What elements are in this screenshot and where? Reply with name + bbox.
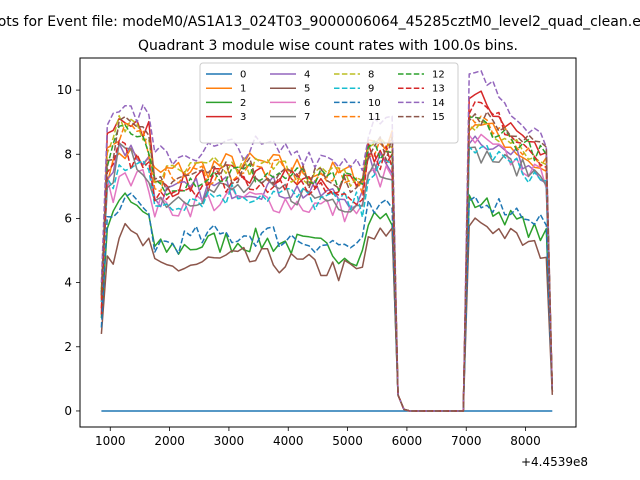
series-line-1 (100, 122, 554, 412)
x-tick-label: 1000 (95, 434, 126, 448)
legend-label: 1 (240, 84, 246, 95)
legend-label: 10 (368, 98, 381, 109)
legend-label: 8 (368, 70, 374, 81)
y-axis: 0 2 4 6 8 10 (57, 83, 80, 418)
legend-box (199, 62, 459, 144)
y-tick-label: 10 (57, 83, 72, 97)
legend-label: 11 (368, 112, 381, 123)
series-line-14 (100, 70, 554, 412)
x-tick-label: 4000 (273, 434, 304, 448)
legend-label: 2 (240, 98, 246, 109)
legend-label: 0 (240, 70, 246, 81)
x-tick-label: 8000 (510, 434, 541, 448)
y-tick-label: 0 (64, 404, 72, 418)
x-axis: 1000 2000 3000 4000 5000 6000 7000 8000 (95, 427, 541, 448)
legend-label: 9 (368, 84, 374, 95)
legend-label: 3 (240, 112, 246, 123)
series-line-10 (100, 192, 554, 412)
legend-label: 12 (432, 70, 445, 81)
y-tick-label: 2 (64, 340, 72, 354)
y-tick-label: 4 (64, 276, 72, 290)
plot-frame (79, 57, 577, 428)
legend-label: 5 (304, 84, 310, 95)
legend-label: 6 (304, 98, 310, 109)
series-line-5 (100, 217, 554, 412)
x-offset-label: +4.4539e8 (521, 455, 588, 469)
series-line-3 (100, 90, 554, 412)
series-line-7 (100, 142, 554, 412)
legend-label: 7 (304, 112, 310, 123)
legend-label: 14 (432, 98, 445, 109)
x-tick-label: 5000 (332, 434, 363, 448)
chart-title: Quadrant 3 module wise count rates with … (138, 38, 518, 54)
series-line-9 (100, 144, 554, 412)
series-lines (100, 70, 554, 412)
y-tick-label: 6 (64, 211, 72, 225)
x-tick-label: 7000 (451, 434, 482, 448)
series-line-15 (100, 110, 554, 412)
x-tick-label: 6000 (392, 434, 423, 448)
chart-suptitle: Plots for Event file: modeM0/AS1A13_024T… (0, 14, 640, 30)
x-tick-label: 3000 (214, 434, 245, 448)
y-tick-label: 8 (64, 147, 72, 161)
series-line-6 (100, 133, 554, 412)
legend-label: 13 (432, 84, 445, 95)
legend-label: 15 (432, 112, 445, 123)
series-line-12 (100, 116, 554, 412)
x-tick-label: 2000 (154, 434, 185, 448)
series-line-8 (100, 114, 554, 412)
series-line-11 (100, 114, 554, 412)
legend-label: 4 (304, 70, 310, 81)
